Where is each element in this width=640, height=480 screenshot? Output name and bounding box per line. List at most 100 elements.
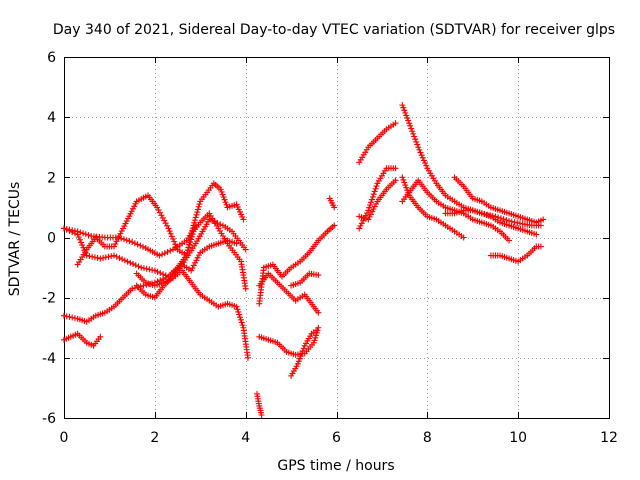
data-point [167,230,174,237]
series-track-9 [256,324,322,358]
data-point [94,254,101,261]
data-point [406,120,413,127]
x-tick-label: 6 [332,430,341,446]
data-point [61,225,67,232]
data-point [399,102,406,109]
data-point [511,219,518,226]
data-point [146,266,153,273]
data-point [129,285,136,292]
data-point [371,188,378,195]
data-point [233,303,240,310]
data-point [537,222,544,229]
data-point [422,160,429,167]
data-point [403,112,410,119]
data-point [159,214,166,221]
data-point [235,308,242,315]
data-point [184,249,191,256]
data-point [190,262,197,269]
data-point [392,177,399,184]
data-point [131,240,138,247]
data-point [506,237,513,244]
data-point [373,183,380,190]
data-point [295,358,302,365]
data-point [166,228,173,235]
data-point [244,354,251,361]
data-point [237,316,244,323]
data-point [130,260,137,267]
data-point [242,246,249,253]
data-point [160,276,167,283]
data-point [410,130,417,137]
data-point [367,211,374,218]
data-point [412,136,419,143]
data-point [118,228,125,235]
chart-title: Day 340 of 2021, Sidereal Day-to-day VTE… [53,22,615,38]
data-point [369,193,376,200]
data-point [242,285,249,292]
series-track-12 [288,327,320,379]
series-track-11 [256,222,338,307]
data-point [89,253,96,260]
data-point [363,210,370,217]
x-axis-label: GPS time / hours [277,458,394,474]
data-point [115,234,122,241]
data-point [401,179,408,186]
data-point [294,360,301,367]
data-point [100,254,107,261]
data-point [402,109,409,116]
data-point [313,327,320,334]
data-point [400,104,407,111]
data-point [537,243,544,250]
data-point [162,220,169,227]
data-point [126,238,133,245]
data-point [137,242,144,249]
data-point [189,227,196,234]
data-point [113,238,120,245]
data-point [156,209,163,216]
data-point [159,251,166,258]
data-point [191,217,198,224]
series-track-16 [356,165,399,232]
series-track-1 [61,222,199,259]
series-track-7 [133,237,240,301]
data-point [186,241,193,248]
data-point [300,345,307,352]
data-point [188,267,195,274]
data-point [194,206,201,213]
data-point [63,226,70,233]
data-point [119,256,126,263]
data-point [258,411,265,418]
data-point [82,231,89,238]
data-point [298,350,305,357]
data-point [83,252,90,259]
data-point [188,230,195,237]
data-point [236,311,243,318]
data-point [74,231,81,238]
data-point [533,231,540,238]
data-point [194,254,201,261]
x-tick-label: 10 [509,430,527,446]
data-point [419,154,426,161]
data-point [401,107,408,114]
data-point [120,236,127,243]
data-point [460,234,467,241]
data-point [138,264,145,271]
data-point [222,199,229,206]
data-point [154,204,161,211]
data-point [221,196,228,203]
data-point [61,312,67,319]
data-point [189,265,196,272]
data-point [409,128,416,135]
data-point [236,314,243,321]
data-point [238,319,245,326]
data-point [373,200,380,207]
data-point [78,239,85,246]
series-track-10 [256,270,322,316]
data-point [161,217,168,224]
data-point [116,254,123,261]
data-point [66,227,73,234]
data-point [331,222,338,229]
data-point [239,322,246,329]
series-track-21 [451,174,547,226]
data-point [167,247,174,254]
